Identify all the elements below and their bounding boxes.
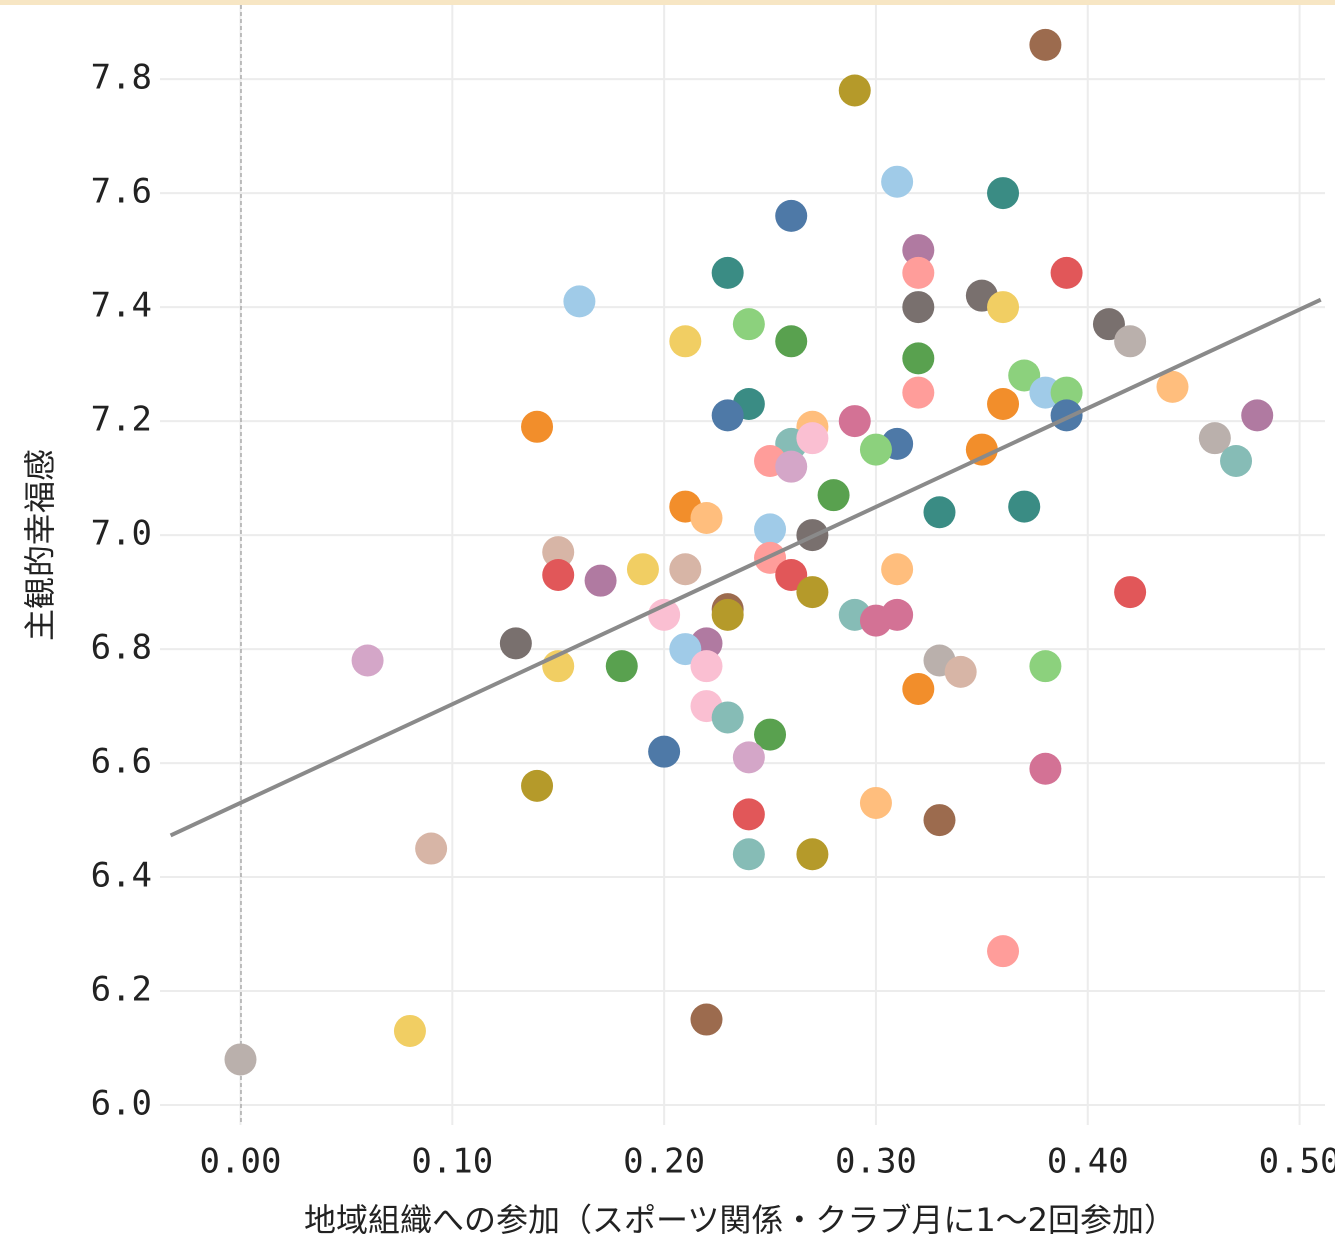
point [499,627,532,660]
point [626,553,659,586]
x-tick-label: 0.30 [835,1142,917,1182]
x-tick-label: 0.50 [1259,1142,1335,1182]
point [542,536,575,569]
point [732,308,765,341]
point [669,633,702,666]
grid [160,5,1325,1125]
point [944,655,977,688]
point [796,576,829,609]
point [987,387,1020,420]
point [1114,576,1147,609]
y-tick-label: 7.8 [91,58,152,98]
point [563,285,596,318]
point [711,598,744,631]
point [648,735,681,768]
y-axis-title: 主観的幸福感 [21,449,59,641]
point [690,501,723,534]
point [902,234,935,267]
point [987,291,1020,324]
point [838,405,871,438]
x-tick-label: 0.00 [200,1142,282,1182]
point [902,376,935,409]
point [732,838,765,871]
y-tick-label: 7.0 [91,514,152,554]
point [1156,370,1189,403]
point [732,741,765,774]
point [775,558,808,591]
point [754,513,787,546]
point [648,598,681,631]
x-tick-label: 0.20 [623,1142,705,1182]
point [521,410,554,443]
x-tick-label: 0.40 [1047,1142,1129,1182]
y-tick-label: 6.4 [91,856,152,896]
point [1220,444,1253,477]
point [1008,490,1041,523]
point [415,832,448,865]
point [775,199,808,232]
y-tick-label: 6.6 [91,742,152,782]
point [902,291,935,324]
point [796,422,829,455]
point [796,838,829,871]
point [775,325,808,358]
point [902,256,935,289]
point [965,433,998,466]
point [902,672,935,705]
point [1092,308,1125,341]
point [542,558,575,591]
x-tick-label: 0.10 [411,1142,493,1182]
point [987,177,1020,210]
point [1114,325,1147,358]
point [393,1014,426,1047]
point [754,718,787,751]
point [1050,256,1083,289]
point [838,74,871,107]
point [605,650,638,683]
x-axis-title: 地域組織への参加（スポーツ関係・クラブ月に1～2回参加） [304,1201,1176,1239]
point [859,786,892,819]
point [817,479,850,512]
y-tick-label: 7.2 [91,400,152,440]
trend-line [169,297,1322,838]
point [775,450,808,483]
point [690,1003,723,1036]
point [224,1043,257,1076]
point [669,553,702,586]
y-tick-label: 6.8 [91,628,152,668]
point [669,325,702,358]
y-tick-label: 6.2 [91,970,152,1010]
y-tick-label: 6.0 [91,1084,152,1124]
point [923,804,956,837]
point [1029,752,1062,785]
marks [169,28,1322,1076]
point [1241,399,1274,432]
point [859,433,892,466]
point [711,399,744,432]
point [584,564,617,597]
y-tick-label: 7.4 [91,286,152,326]
y-tick-label: 7.6 [91,172,152,212]
point [1029,28,1062,61]
point [1198,422,1231,455]
point [1029,650,1062,683]
point [881,598,914,631]
point [1008,359,1041,392]
point [711,701,744,734]
point [987,935,1020,968]
point [732,798,765,831]
point [923,496,956,529]
point [521,769,554,802]
point [881,553,914,586]
point [902,342,935,375]
point [690,650,723,683]
top-strip [0,0,1335,5]
point [1050,399,1083,432]
point [1050,376,1083,409]
point [711,256,744,289]
point [351,644,384,677]
point [881,165,914,198]
